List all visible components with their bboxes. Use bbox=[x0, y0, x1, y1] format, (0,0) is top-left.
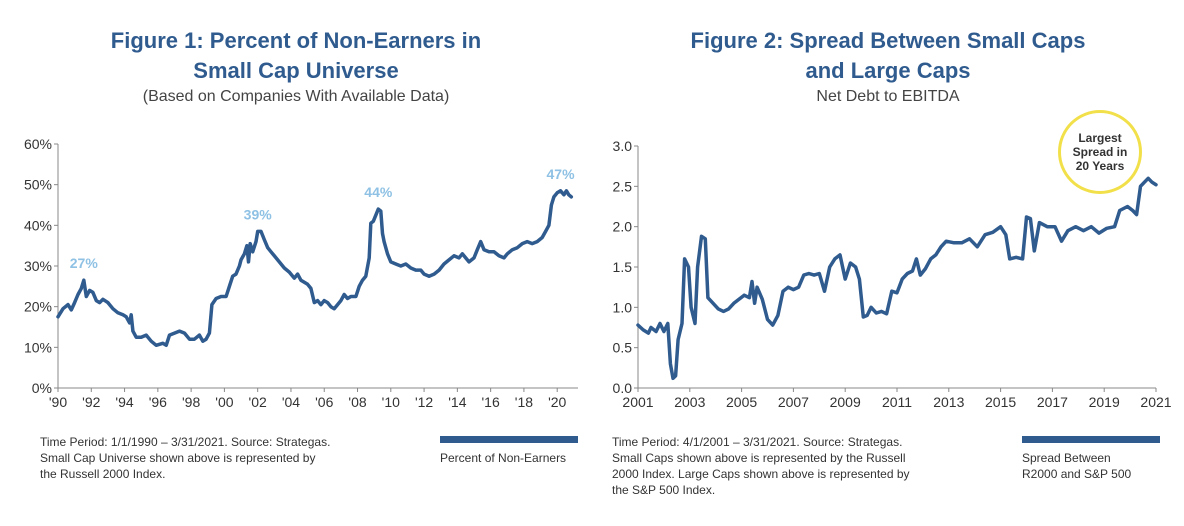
figure-2-legend-swatch bbox=[1022, 436, 1160, 443]
x-tick-label: 2013 bbox=[933, 394, 964, 410]
y-tick-label: 1.0 bbox=[613, 299, 633, 315]
y-tick-label: 30% bbox=[24, 258, 52, 274]
x-tick-label: '16 bbox=[482, 394, 500, 410]
figure-1-note-line: Small Cap Universe shown above is repres… bbox=[40, 451, 316, 465]
figure-2-title-line-2: and Large Caps bbox=[805, 58, 971, 83]
y-tick-label: 1.5 bbox=[613, 259, 633, 275]
figure-2-legend-label: Spread Between R2000 and S&P 500 bbox=[1022, 450, 1131, 482]
figure-1-title: Figure 1: Percent of Non-Earners in Smal… bbox=[0, 26, 592, 86]
peak-label: 27% bbox=[70, 255, 99, 271]
x-tick-label: 2009 bbox=[830, 394, 861, 410]
figure-1-note: Time Period: 1/1/1990 – 3/31/2021. Sourc… bbox=[40, 434, 330, 482]
figure-1-legend-label: Percent of Non-Earners bbox=[440, 450, 566, 466]
figure-2-note-line: the S&P 500 Index. bbox=[612, 483, 716, 497]
x-tick-label: '08 bbox=[348, 394, 366, 410]
y-tick-label: 40% bbox=[24, 217, 52, 233]
figure-2-note-line: 2000 Index. Large Caps shown above is re… bbox=[612, 467, 910, 481]
x-tick-label: 2007 bbox=[778, 394, 809, 410]
figure-2-note-line: Small Caps shown above is represented by… bbox=[612, 451, 906, 465]
figure-1-note-line: Time Period: 1/1/1990 – 3/31/2021. Sourc… bbox=[40, 435, 331, 449]
y-tick-label: 0.0 bbox=[613, 380, 633, 396]
x-tick-label: '90 bbox=[49, 394, 67, 410]
y-tick-label: 60% bbox=[24, 136, 52, 152]
figure-2-note-line: Time Period: 4/1/2001 – 3/31/2021. Sourc… bbox=[612, 435, 903, 449]
figure-2-subtitle: Net Debt to EBITDA bbox=[816, 88, 960, 105]
peak-label: 39% bbox=[244, 206, 273, 222]
figure-1-legend-text: Percent of Non-Earners bbox=[440, 451, 567, 465]
figure-1-title-line-2: Small Cap Universe bbox=[193, 58, 399, 83]
series-line bbox=[56, 189, 574, 348]
figure-2-title-line-1: Figure 2: Spread Between Small Caps bbox=[690, 28, 1086, 53]
figure-2-legend-text: Spread Between bbox=[1022, 451, 1111, 465]
largest-spread-callout: Largest Spread in 20 Years bbox=[1058, 110, 1142, 194]
x-tick-label: 2011 bbox=[882, 394, 912, 410]
x-tick-label: '02 bbox=[249, 394, 267, 410]
x-tick-label: '12 bbox=[415, 394, 433, 410]
y-tick-label: 20% bbox=[24, 299, 52, 315]
x-tick-label: 2015 bbox=[985, 394, 1016, 410]
y-tick-label: 50% bbox=[24, 177, 52, 193]
x-tick-label: '18 bbox=[515, 394, 533, 410]
y-tick-label: 2.5 bbox=[613, 178, 633, 194]
x-tick-label: '06 bbox=[315, 394, 333, 410]
x-tick-label: '98 bbox=[182, 394, 200, 410]
callout-line: Spread in bbox=[1072, 145, 1128, 159]
x-tick-label: 2003 bbox=[674, 394, 705, 410]
callout-line: Largest bbox=[1078, 131, 1122, 145]
x-tick-label: '10 bbox=[382, 394, 400, 410]
figure-1-title-line-1: Figure 1: Percent of Non-Earners in bbox=[110, 28, 482, 53]
figure-1-panel: Figure 1: Percent of Non-Earners in Smal… bbox=[0, 26, 592, 482]
x-tick-label: 2021 bbox=[1140, 394, 1171, 410]
y-tick-label: 0% bbox=[32, 380, 52, 396]
figure-1-chart: 0% 10% 20% 30% 40% 50% 60% '90 '92 '94 '96 '98 '00 '0… bbox=[24, 136, 578, 410]
x-tick-label: '00 bbox=[215, 394, 233, 410]
series-line bbox=[636, 176, 1158, 381]
figure-1-note-line: the Russell 2000 Index. bbox=[40, 467, 166, 481]
x-tick-label: '92 bbox=[82, 394, 100, 410]
x-tick-label: 2019 bbox=[1089, 394, 1120, 410]
peak-label: 44% bbox=[364, 184, 393, 200]
figure-2-note: Time Period: 4/1/2001 – 3/31/2021. Sourc… bbox=[612, 434, 910, 498]
figure-2-panel: Figure 2: Spread Between Small Caps and … bbox=[592, 0, 1184, 526]
peak-label: 47% bbox=[547, 166, 576, 182]
x-tick-label: 2005 bbox=[726, 394, 757, 410]
figure-2-chart: 0.0 0.5 1.0 1.5 2.0 2.5 3.0 2001 2003 2005 2007 200… bbox=[613, 138, 1172, 410]
figure-2-legend-text: R2000 and S&P 500 bbox=[1022, 467, 1132, 481]
x-tick-label: '94 bbox=[115, 394, 133, 410]
figure-1-subtitle: (Based on Companies With Available Data) bbox=[142, 88, 450, 105]
x-tick-label: '20 bbox=[548, 394, 566, 410]
y-tick-label: 10% bbox=[24, 339, 52, 355]
y-tick-label: 0.5 bbox=[613, 340, 633, 356]
figure-2-title: Figure 2: Spread Between Small Caps and … bbox=[592, 26, 1184, 86]
x-tick-label: '04 bbox=[282, 394, 300, 410]
x-tick-label: 2017 bbox=[1037, 394, 1068, 410]
x-tick-label: 2001 bbox=[622, 394, 653, 410]
callout-line: 20 Years bbox=[1075, 159, 1125, 173]
y-tick-label: 3.0 bbox=[613, 138, 633, 154]
x-tick-label: '14 bbox=[448, 394, 466, 410]
y-tick-label: 2.0 bbox=[613, 219, 633, 235]
figure-1-legend-swatch bbox=[440, 436, 578, 443]
x-tick-label: '96 bbox=[149, 394, 167, 410]
